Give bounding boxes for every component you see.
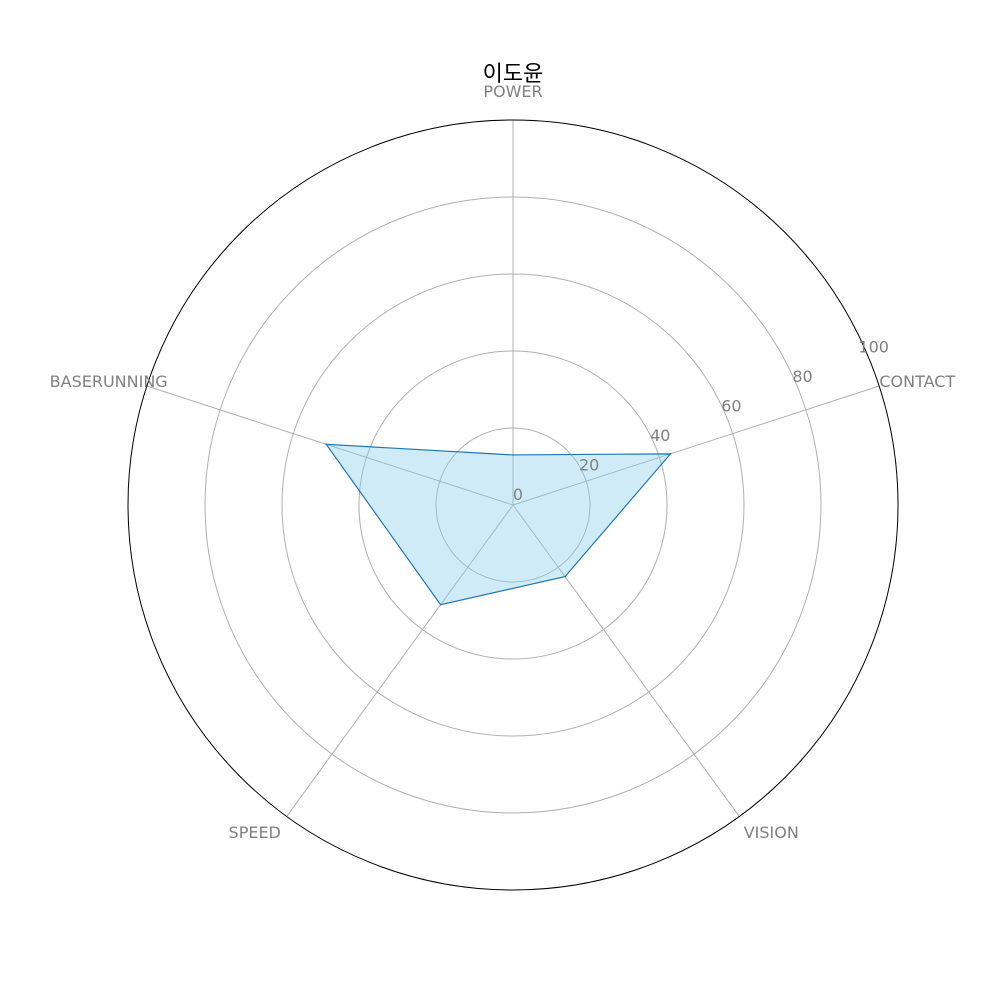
spoke-baserunning bbox=[146, 385, 514, 506]
spoke-contact bbox=[512, 385, 880, 506]
tick-label-0: 0 bbox=[513, 485, 523, 504]
radial-tick-labels: 0 20 40 60 80 100 bbox=[513, 338, 889, 504]
tick-label-40: 40 bbox=[650, 426, 670, 445]
radar-spokes bbox=[146, 120, 880, 817]
tick-label-20: 20 bbox=[579, 456, 599, 475]
radar-frame bbox=[127, 119, 899, 891]
axis-label-speed: SPEED bbox=[229, 823, 281, 842]
tick-label-100: 100 bbox=[858, 338, 889, 357]
data-point-power bbox=[512, 454, 514, 456]
spoke-speed bbox=[286, 504, 514, 817]
axis-label-contact: CONTACT bbox=[879, 372, 955, 391]
radar-series bbox=[325, 443, 672, 606]
spoke-vision bbox=[512, 504, 740, 817]
series-polygon bbox=[325, 443, 672, 606]
data-point-contact bbox=[669, 453, 672, 455]
tick-label-80: 80 bbox=[792, 367, 812, 386]
axis-labels: POWER CONTACT VISION SPEED BASERUNNING bbox=[50, 82, 956, 842]
tick-label-60: 60 bbox=[721, 397, 741, 416]
data-point-speed bbox=[439, 603, 442, 606]
axis-label-power: POWER bbox=[483, 82, 542, 101]
axis-label-vision: VISION bbox=[744, 823, 799, 842]
data-point-vision bbox=[564, 575, 566, 578]
outer-frame-circle bbox=[127, 119, 899, 891]
chart-title: 이도윤 bbox=[483, 62, 544, 87]
data-point-baserunning bbox=[325, 443, 328, 446]
axis-label-baserunning: BASERUNNING bbox=[50, 372, 168, 391]
